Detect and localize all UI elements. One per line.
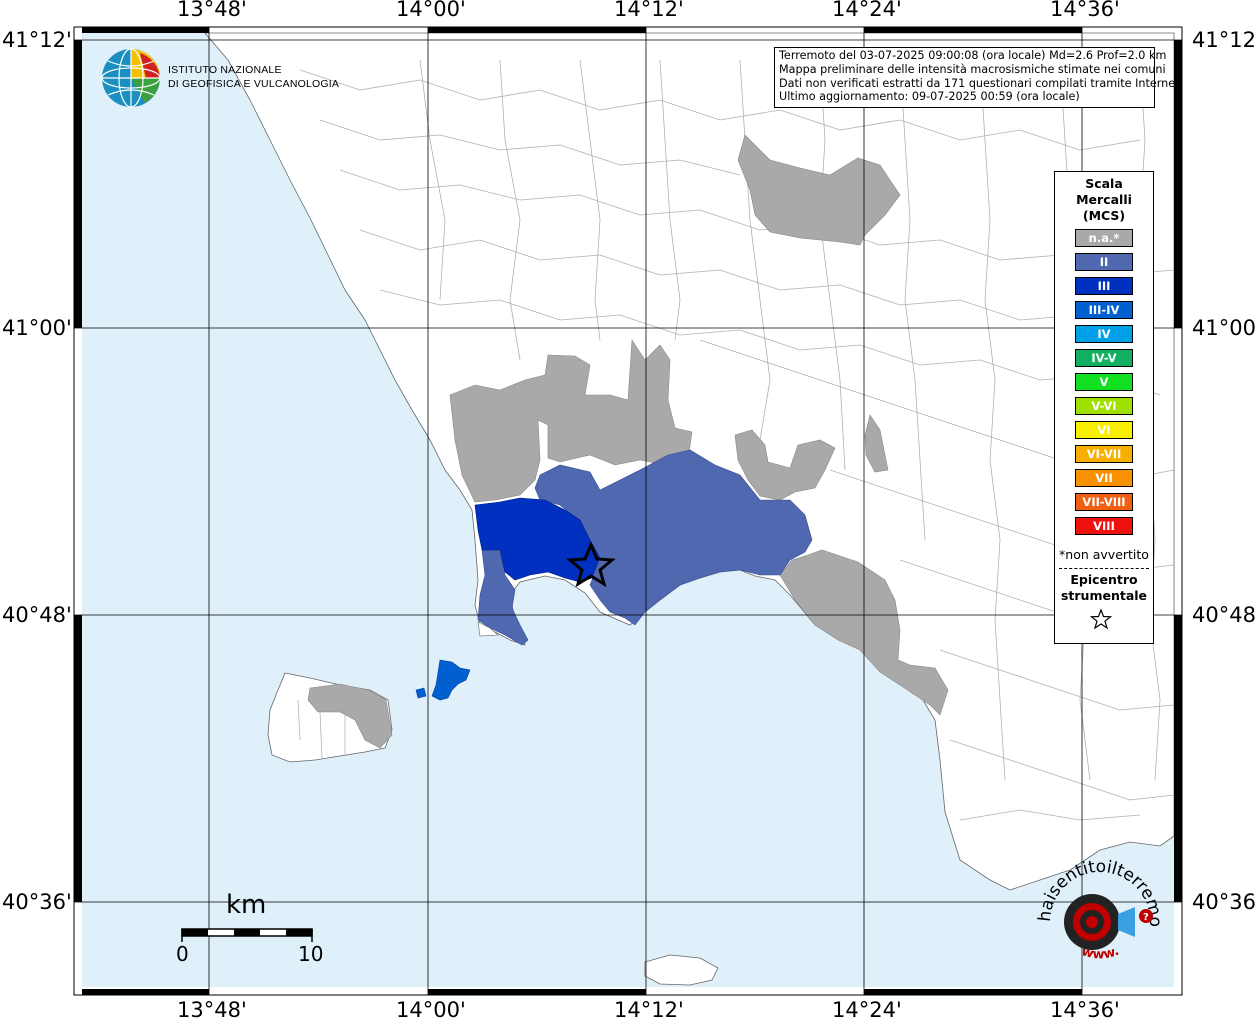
legend-divider — [1059, 568, 1149, 569]
legend-swatch: II — [1075, 253, 1133, 271]
legend-swatch: VII-VIII — [1075, 493, 1133, 511]
lat-label-right: 41°12' — [1192, 28, 1256, 52]
lon-label-bottom: 14°00' — [396, 998, 466, 1022]
legend-note: *non avvertito — [1059, 547, 1149, 562]
legend-epicenter-label: Epicentro strumentale — [1060, 572, 1148, 603]
star-icon — [1090, 608, 1112, 630]
area-III-IV — [431, 659, 471, 701]
mcs-legend: Scala Mercalli (MCS) n.a.* II III III-IV IV I… — [1054, 171, 1154, 644]
haisentito-logo: haisentitoilterremoto.it www. ? — [1025, 837, 1170, 986]
graticule — [74, 27, 1182, 995]
globe-icon — [101, 48, 161, 108]
lon-label-bottom: 14°12' — [614, 998, 684, 1022]
ingv-logo: ISTITUTO NAZIONALE DI GEOFISICA E VULCAN… — [100, 47, 339, 113]
legend-swatch: IV — [1075, 325, 1133, 343]
lon-label-top: 14°36' — [1050, 0, 1120, 21]
event-info-line: Dati non verificati estratti da 171 ques… — [779, 76, 1184, 90]
legend-swatch: VII — [1075, 469, 1133, 487]
lon-label-top: 13°48' — [177, 0, 247, 21]
lon-label-top: 14°12' — [614, 0, 684, 21]
legend-swatch: IV-V — [1075, 349, 1133, 367]
scale-unit: km — [226, 890, 267, 920]
legend-swatch: III-IV — [1075, 301, 1133, 319]
legend-swatch: VI — [1075, 421, 1133, 439]
legend-swatch: V — [1075, 373, 1133, 391]
legend-swatch: VI-VII — [1075, 445, 1133, 463]
haisentito-emblem-icon: haisentitoilterremoto.it www. ? — [1025, 837, 1165, 963]
legend-swatch: III — [1075, 277, 1133, 295]
lat-label-left: 41°00' — [2, 316, 72, 340]
area-II-west — [477, 547, 529, 646]
lon-label-top: 14°24' — [832, 0, 902, 21]
lat-label-left: 40°48' — [2, 603, 72, 627]
lat-label-left: 40°36' — [2, 890, 72, 914]
map-frame-ticks — [74, 27, 1182, 995]
epicenter-star — [566, 541, 616, 588]
lat-label-right: 41°00' — [1192, 316, 1256, 340]
lon-label-bottom: 14°36' — [1050, 998, 1120, 1022]
legend-swatch: n.a.* — [1075, 229, 1133, 247]
event-info-box: Terremoto del 03-07-2025 09:00:08 (ora l… — [774, 47, 1184, 108]
lat-label-left: 41°12' — [2, 28, 72, 52]
lon-label-bottom: 13°48' — [177, 998, 247, 1022]
logo-text-line2: DI GEOFISICA E VULCANOLOGIA — [168, 78, 340, 90]
legend-swatch: V-VI — [1075, 397, 1133, 415]
event-info-line: Ultimo aggiornamento: 09-07-2025 00:59 (… — [779, 90, 1080, 104]
lat-label-right: 40°36' — [1192, 890, 1256, 914]
svg-text:?: ? — [1143, 912, 1149, 923]
ischia-na — [307, 683, 393, 749]
capri — [644, 954, 719, 986]
event-info-line: Mappa preliminare delle intensità macros… — [779, 62, 1166, 76]
logo-text-line1: ISTITUTO NAZIONALE — [168, 64, 282, 76]
event-info-line: Terremoto del 03-07-2025 09:00:08 (ora l… — [779, 49, 1167, 62]
legend-swatch: VIII — [1075, 517, 1133, 535]
lat-label-right: 40°48' — [1192, 603, 1256, 627]
scale-min: 0 — [176, 942, 189, 966]
lon-label-top: 14°00' — [396, 0, 466, 21]
scale-bar: km 0 10 — [170, 890, 330, 970]
scale-max: 10 — [298, 942, 324, 966]
scale-ruler — [181, 928, 313, 942]
legend-title: Scala Mercalli (MCS) — [1076, 176, 1132, 223]
lon-label-bottom: 14°24' — [832, 998, 902, 1022]
